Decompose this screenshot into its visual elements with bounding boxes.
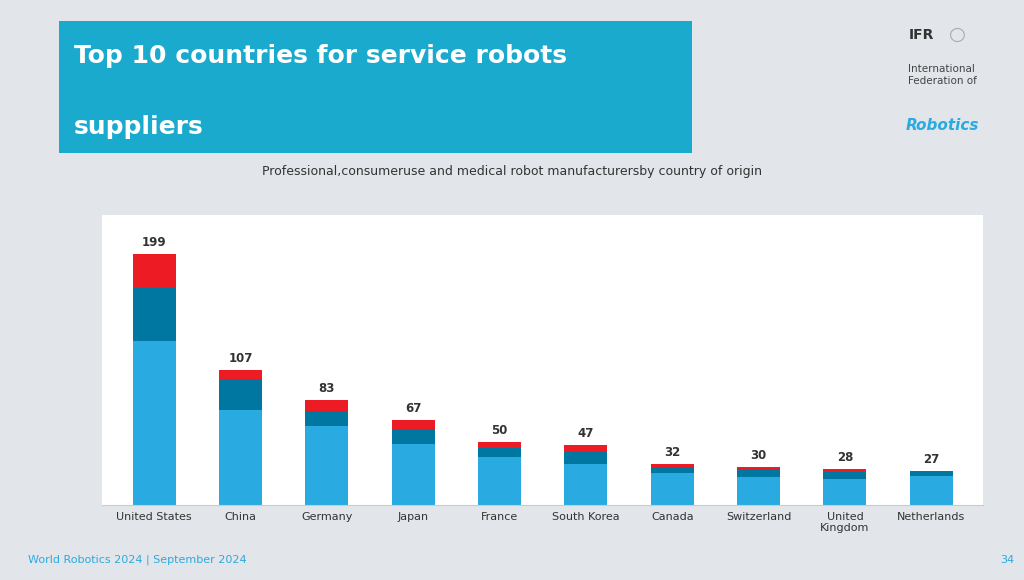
Text: ○: ○ xyxy=(948,26,966,44)
Bar xyxy=(391,420,435,429)
Bar xyxy=(909,476,952,505)
Bar xyxy=(305,400,348,411)
Bar xyxy=(305,426,348,505)
Bar xyxy=(391,444,435,505)
Bar xyxy=(823,469,866,472)
Bar xyxy=(737,477,780,505)
Bar xyxy=(823,472,866,480)
Text: IFR: IFR xyxy=(908,28,934,42)
Bar xyxy=(564,464,607,505)
Bar xyxy=(823,480,866,505)
Text: suppliers: suppliers xyxy=(74,115,204,139)
Text: 83: 83 xyxy=(318,382,335,395)
Bar xyxy=(133,253,176,288)
Text: 50: 50 xyxy=(492,423,508,437)
Text: 34: 34 xyxy=(999,554,1014,565)
Text: World Robotics 2024 | September 2024: World Robotics 2024 | September 2024 xyxy=(29,554,247,565)
Text: 47: 47 xyxy=(578,427,594,440)
Text: International
Federation of: International Federation of xyxy=(908,64,977,86)
Bar xyxy=(650,473,694,505)
Bar xyxy=(564,445,607,452)
Bar xyxy=(909,470,952,472)
Bar xyxy=(564,452,607,464)
Text: 27: 27 xyxy=(923,452,939,466)
Bar xyxy=(219,379,262,410)
Text: 32: 32 xyxy=(665,446,680,459)
Bar xyxy=(219,369,262,379)
Bar xyxy=(478,441,521,448)
Bar xyxy=(391,429,435,444)
Bar xyxy=(305,411,348,426)
Bar xyxy=(737,467,780,469)
Bar xyxy=(219,410,262,505)
Text: Top 10 countries for service robots: Top 10 countries for service robots xyxy=(74,44,566,68)
Text: 107: 107 xyxy=(228,351,253,365)
Bar xyxy=(478,448,521,456)
Bar xyxy=(737,469,780,477)
Text: 30: 30 xyxy=(751,449,767,462)
Bar xyxy=(478,456,521,505)
Text: 28: 28 xyxy=(837,451,853,464)
Text: Robotics: Robotics xyxy=(905,118,979,133)
Text: 67: 67 xyxy=(406,402,422,415)
Bar xyxy=(909,472,952,476)
Text: Professional,consumeruse and medical robot manufacturersby country of origin: Professional,consumeruse and medical rob… xyxy=(262,165,762,177)
FancyBboxPatch shape xyxy=(58,21,692,153)
Bar xyxy=(133,340,176,505)
Bar xyxy=(650,467,694,473)
Bar xyxy=(650,464,694,467)
Bar xyxy=(133,288,176,340)
Text: 199: 199 xyxy=(142,235,167,249)
